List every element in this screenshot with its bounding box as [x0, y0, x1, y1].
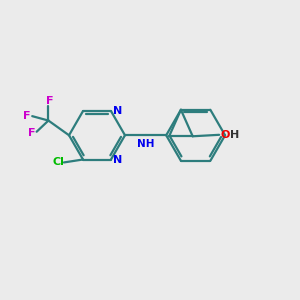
- Text: NH: NH: [137, 139, 154, 148]
- Text: F: F: [46, 96, 54, 106]
- Text: F: F: [23, 111, 31, 121]
- Text: N: N: [113, 154, 123, 164]
- Text: H: H: [230, 130, 239, 140]
- Text: O: O: [221, 130, 230, 140]
- Text: Cl: Cl: [52, 158, 64, 167]
- Text: F: F: [28, 128, 35, 138]
- Text: N: N: [113, 106, 123, 116]
